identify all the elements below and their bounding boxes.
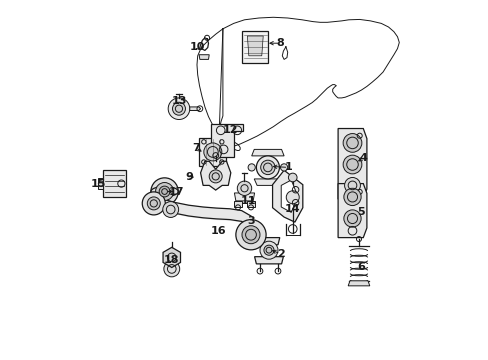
- Text: 4: 4: [359, 153, 366, 163]
- Text: 14: 14: [285, 204, 300, 214]
- Text: 18: 18: [163, 255, 179, 265]
- Circle shape: [247, 164, 255, 171]
- Text: 13: 13: [171, 96, 186, 106]
- Circle shape: [343, 155, 361, 174]
- Circle shape: [242, 226, 260, 244]
- Circle shape: [155, 183, 173, 201]
- Polygon shape: [199, 55, 209, 59]
- Text: 6: 6: [356, 262, 365, 272]
- Circle shape: [237, 181, 251, 195]
- Polygon shape: [98, 178, 103, 189]
- Circle shape: [209, 170, 222, 183]
- Text: 15: 15: [90, 179, 106, 189]
- Circle shape: [260, 241, 277, 259]
- Circle shape: [235, 220, 265, 250]
- Polygon shape: [258, 238, 279, 245]
- Circle shape: [163, 202, 178, 217]
- Circle shape: [280, 164, 287, 171]
- Circle shape: [168, 98, 189, 120]
- Text: 9: 9: [185, 172, 193, 182]
- Polygon shape: [254, 257, 283, 264]
- Polygon shape: [200, 161, 230, 190]
- Text: 17: 17: [168, 186, 183, 197]
- Polygon shape: [347, 281, 369, 286]
- Circle shape: [343, 210, 361, 227]
- Polygon shape: [189, 107, 200, 111]
- Polygon shape: [251, 149, 284, 156]
- Text: 5: 5: [357, 207, 364, 217]
- Polygon shape: [337, 184, 366, 238]
- Text: 12: 12: [222, 125, 237, 135]
- Circle shape: [163, 261, 179, 277]
- Text: 16: 16: [210, 226, 226, 236]
- Text: 1: 1: [284, 162, 292, 172]
- Circle shape: [142, 192, 165, 215]
- Polygon shape: [281, 180, 297, 212]
- Circle shape: [147, 197, 160, 210]
- Polygon shape: [247, 201, 254, 207]
- Text: 3: 3: [246, 216, 254, 226]
- Circle shape: [344, 177, 360, 193]
- Polygon shape: [254, 179, 281, 185]
- Polygon shape: [103, 170, 125, 197]
- Polygon shape: [234, 193, 254, 201]
- Bar: [199, 138, 226, 166]
- Circle shape: [159, 186, 170, 197]
- Text: 11: 11: [240, 196, 255, 206]
- Circle shape: [203, 143, 222, 161]
- Circle shape: [343, 134, 361, 152]
- Text: 7: 7: [192, 143, 200, 153]
- Text: 2: 2: [276, 249, 284, 259]
- Circle shape: [288, 173, 296, 182]
- Text: 8: 8: [276, 38, 284, 48]
- Circle shape: [256, 156, 279, 179]
- Polygon shape: [234, 201, 241, 207]
- Circle shape: [343, 188, 361, 206]
- Polygon shape: [163, 247, 180, 267]
- Circle shape: [264, 245, 273, 255]
- Text: 10: 10: [189, 42, 204, 52]
- Circle shape: [260, 160, 275, 175]
- Circle shape: [151, 178, 178, 205]
- Circle shape: [285, 191, 299, 204]
- Bar: [242, 31, 268, 63]
- Polygon shape: [272, 170, 302, 222]
- Polygon shape: [247, 36, 263, 56]
- Circle shape: [172, 102, 185, 115]
- Polygon shape: [337, 129, 366, 199]
- Polygon shape: [211, 124, 243, 157]
